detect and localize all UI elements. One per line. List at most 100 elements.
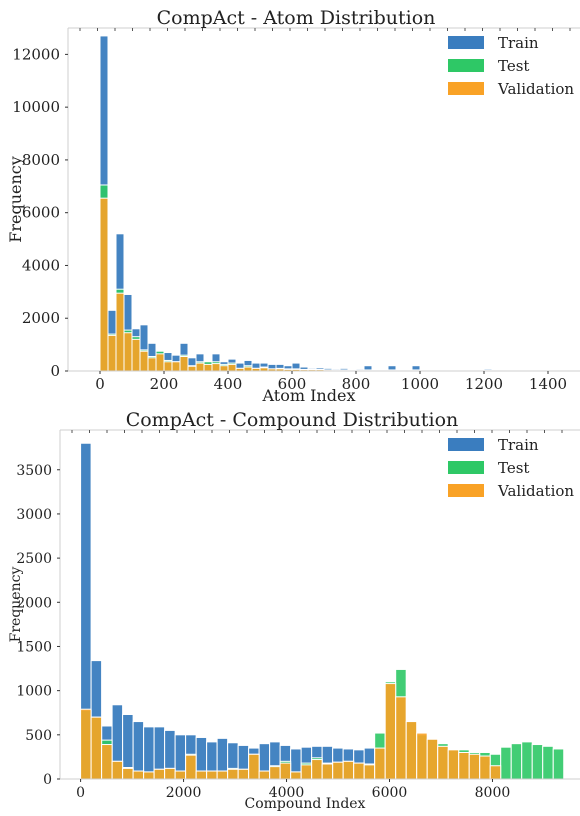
legend-label-validation: Validation [497,482,574,500]
x-tick-label: 1400 [529,375,567,393]
y-tick-label: 0 [50,362,60,380]
y-tick-label: 2000 [16,595,52,611]
bar-validation [216,770,229,780]
bar-validation [489,765,502,780]
bar-validation [153,768,166,780]
legend: Train Test Validation [448,34,574,98]
y-tick-label: 0 [43,772,52,788]
bar-validation [147,357,157,372]
x-tick-label: 400 [214,375,243,393]
bar-test [542,745,554,780]
series-train-bars [80,442,376,780]
x-tick-label: 6000 [372,785,408,801]
bar-test [500,746,512,780]
bar-validation [99,197,109,372]
bar-validation [179,355,189,372]
bar-validation [227,363,237,372]
bar-validation [363,764,376,780]
bar-validation [311,759,323,780]
legend-swatch-train [448,36,484,49]
bar-validation [300,764,313,780]
y-tick-label: 3500 [16,463,52,479]
bar-train [132,721,145,780]
bar-validation [123,332,133,372]
x-tick-label: 600 [278,375,307,393]
compound-distribution-panel: 0 2000 4000 6000 8000 0 500 1000 1500 2000 2500 300… [8,409,580,812]
y-tick-label: 3000 [16,507,52,523]
y-tick-label: 4000 [22,256,60,274]
legend-label-validation: Validation [497,80,574,98]
bar-validation [290,771,302,780]
bar-validation [219,365,229,372]
legend-swatch-validation [448,82,484,95]
legend-label-train: Train [498,34,539,52]
bar-train [143,726,155,780]
legend-swatch-test [448,59,484,72]
bar-validation [163,361,173,372]
bar-validation [131,338,141,372]
x-tick-label: 4000 [269,785,305,801]
legend-swatch-train [448,438,484,451]
chart-title: CompAct - Atom Distribution [157,7,436,29]
bar-validation [321,763,334,780]
x-axis-label: Atom Index [262,386,356,405]
bar-validation [203,363,213,372]
bar-validation [332,761,344,780]
x-tick-label: 0 [95,375,105,393]
bar-validation [195,362,205,372]
y-tick-label: 1500 [16,639,52,655]
y-tick-label: 500 [25,728,52,744]
bar-validation [279,762,292,780]
bar-validation [155,353,165,372]
bar-validation [416,732,428,780]
bar-validation [269,766,281,780]
y-tick-label: 2500 [16,551,52,567]
bar-validation [206,770,218,780]
x-tick-label: 200 [150,375,179,393]
bar-validation [171,361,181,372]
bar-validation [132,770,145,780]
bar-validation [468,753,481,780]
bar-validation [243,366,253,372]
y-tick-label: 10000 [12,98,60,116]
x-tick-label: 1000 [401,375,439,393]
bar-test [552,748,565,780]
bar-validation [258,770,271,780]
x-tick-label: 1200 [465,375,503,393]
bar-validation [185,754,197,780]
legend-label-train: Train [498,436,539,454]
bar-validation [227,768,239,780]
y-tick-label: 12000 [12,45,60,63]
y-tick-label: 8000 [22,151,60,169]
legend-swatch-test [448,461,484,474]
legend-label-test: Test [498,57,529,75]
bar-test [521,741,533,780]
x-axis-label: Compound Index [245,796,366,812]
bar-validation [122,767,134,780]
bar-validation [395,696,407,780]
bar-validation [211,363,221,372]
legend-swatch-validation [448,484,484,497]
bar-test [531,744,544,780]
x-tick-label: 2000 [166,785,202,801]
bar-validation [107,334,117,372]
legend-label-test: Test [498,459,529,477]
series-validation-bars [99,197,493,372]
atom-distribution-panel: 0 200 400 600 800 1000 1200 1400 0 2000 4000 6000 80… [6,7,580,405]
bar-validation [248,753,260,780]
legend: Train Test Validation [448,436,574,500]
bar-validation [353,762,365,780]
bar-validation [164,767,176,780]
bar-validation [195,770,208,780]
bar-validation [479,755,491,780]
bar-validation [237,768,250,780]
bar-validation [437,745,449,780]
x-tick-label: 8000 [475,785,511,801]
bar-validation [101,744,113,780]
bar-validation [80,708,92,780]
y-tick-label: 1000 [16,684,52,700]
bar-validation [447,749,460,780]
y-tick-label: 6000 [22,204,60,222]
